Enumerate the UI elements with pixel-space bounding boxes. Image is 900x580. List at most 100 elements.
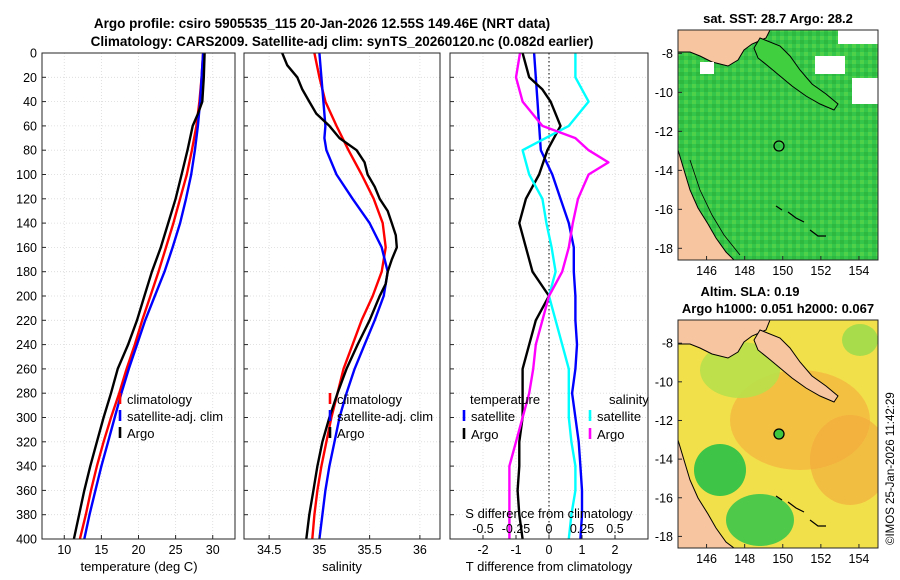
- map-y-tick-label: -8: [662, 47, 673, 61]
- x-tick-label: 2: [612, 543, 619, 557]
- legend-title-temperature: temperature: [470, 392, 540, 407]
- map-x-tick-label: 152: [810, 264, 831, 278]
- x-tick-label: 36: [413, 543, 427, 557]
- legend-label: Argo: [337, 426, 364, 441]
- sla-map-png-land: [678, 320, 771, 359]
- y-tick-label: 200: [16, 290, 37, 304]
- sst-map-peninsula: [753, 37, 839, 111]
- sst-map-reef: [689, 159, 741, 256]
- x-tick-label: 10: [57, 543, 71, 557]
- map-x-tick-label: 146: [696, 264, 717, 278]
- sst-map-cloud-1: [815, 56, 845, 74]
- sst-map: sat. SST: 28.7 Argo: 28.2 146 148 150 152 15…: [655, 11, 879, 278]
- y-tick-label: 100: [16, 168, 37, 182]
- legend-title-salinity: salinity: [609, 392, 649, 407]
- y-tick-label: 20: [23, 71, 37, 85]
- map-y-tick-label: -8: [662, 337, 673, 351]
- map-y-tick-label: -14: [655, 453, 673, 467]
- y-tick-label: 280: [16, 387, 37, 401]
- x-tick-label: 20: [132, 543, 146, 557]
- temperature-panel: 0 20 40 60 80 100 120 140 160 180 200 220 240 260 280 3…: [16, 47, 236, 574]
- difference-panel: -2 -1 0 1 2 temperature salinity satellite Argo…: [449, 52, 649, 574]
- x-tick-label: -1: [510, 543, 521, 557]
- map-x-tick-label: 150: [772, 552, 793, 566]
- temperature-series: [72, 53, 206, 539]
- sla-map-australia: [678, 439, 735, 548]
- sst-map-australia: [678, 149, 735, 260]
- temperature-xlabel: temperature (deg C): [80, 559, 197, 574]
- sst-map-title: sat. SST: 28.7 Argo: 28.2: [703, 11, 853, 26]
- map-x-tick-label: 148: [734, 552, 755, 566]
- x-tick-label: -2: [477, 543, 488, 557]
- y-tick-label: 320: [16, 435, 37, 449]
- y-tick-label: 40: [23, 95, 37, 109]
- temperature-legend: climatology satellite-adj. clim Argo: [118, 392, 223, 441]
- x-tick-label: 35: [312, 543, 326, 557]
- copyright-text: ©IMOS 25-Jan-2026 11:42:29: [885, 392, 897, 545]
- difference-series: [508, 53, 610, 539]
- map-y-tick-label: -14: [655, 164, 673, 178]
- top-x-tick-label: 0.25: [570, 522, 594, 536]
- difference-legend: temperature salinity satellite Argo satellit…: [462, 392, 649, 442]
- sst-map-cloud-4: [700, 62, 714, 74]
- salinity-ticks: 34.5 35 35.5 36: [244, 52, 427, 557]
- y-tick-label: 180: [16, 265, 37, 279]
- sst-map-cloud-2: [852, 78, 878, 104]
- sst-map-cloud-3: [838, 30, 878, 44]
- legend-label: satellite-adj. clim: [127, 409, 223, 424]
- x-tick-label: 1: [579, 543, 586, 557]
- x-tick-label: 25: [169, 543, 183, 557]
- x-tick-label: 0: [546, 543, 553, 557]
- x-tick-label: 30: [206, 543, 220, 557]
- map-x-tick-label: 152: [810, 552, 831, 566]
- map-y-tick-label: -16: [655, 203, 673, 217]
- map-x-tick-label: 148: [734, 264, 755, 278]
- sst-map-islands: [775, 205, 826, 237]
- x-tick-label: 15: [94, 543, 108, 557]
- y-tick-label: 400: [16, 533, 37, 547]
- y-tick-label: 300: [16, 411, 37, 425]
- sla-map-green-blob-2: [694, 444, 746, 496]
- map-y-tick-label: -10: [655, 375, 673, 389]
- legend-label: climatology: [337, 392, 403, 407]
- figure-title-line1: Argo profile: csiro 5905535_115 20-Jan-2…: [94, 16, 550, 31]
- series-line-satellite-adj-clim: [83, 53, 205, 539]
- top-x-tick-label: -0.25: [502, 522, 531, 536]
- y-tick-label: 140: [16, 217, 37, 231]
- top-x-tick-label: 0: [546, 522, 553, 536]
- map-y-tick-label: -18: [655, 242, 673, 256]
- salinity-axes-frame: [244, 53, 440, 539]
- legend-label: Argo: [127, 426, 154, 441]
- sla-map-float-marker: [773, 428, 785, 440]
- map-x-tick-label: 150: [772, 264, 793, 278]
- y-tick-label: 80: [23, 144, 37, 158]
- map-y-tick-label: -12: [655, 414, 673, 428]
- top-x-tick-label: -0.5: [472, 522, 494, 536]
- sla-map-peninsula: [753, 329, 839, 403]
- legend-label: Argo: [597, 427, 624, 442]
- salinity-panel: 34.5 35 35.5 36 climatology satellite-adj. c…: [243, 52, 441, 574]
- y-tick-label: 120: [16, 192, 37, 206]
- sst-map-png-land: [678, 30, 771, 67]
- map-y-tick-label: -18: [655, 530, 673, 544]
- temperature-grid: [42, 52, 235, 540]
- sla-map-islands: [775, 495, 826, 527]
- y-tick-label: 340: [16, 460, 37, 474]
- difference-top-xlabel: S difference from climatology: [465, 506, 633, 521]
- y-tick-label: 60: [23, 119, 37, 133]
- figure-title-line2: Climatology: CARS2009. Satellite-adj cli…: [91, 34, 594, 49]
- x-tick-label: 35.5: [357, 543, 381, 557]
- y-tick-label: 260: [16, 362, 37, 376]
- sla-map-title-line1: Altim. SLA: 0.19: [701, 284, 800, 299]
- sla-map-orange-blob-2: [810, 415, 878, 505]
- salinity-grid: [244, 52, 440, 540]
- difference-top-ticks: -0.5 -0.25 0 0.25 0.5: [472, 522, 624, 536]
- series-line-temperature-argo: [516, 53, 562, 539]
- sla-map-title-line2: Argo h1000: 0.051 h2000: 0.067: [682, 301, 874, 316]
- series-line-temperature-satellite: [532, 53, 584, 539]
- sst-map-float-marker: [773, 140, 785, 152]
- y-tick-label: 360: [16, 484, 37, 498]
- sla-map: Altim. SLA: 0.19 Argo h1000: 0.051 h2000…: [655, 284, 879, 566]
- legend-label: satellite-adj. clim: [337, 409, 433, 424]
